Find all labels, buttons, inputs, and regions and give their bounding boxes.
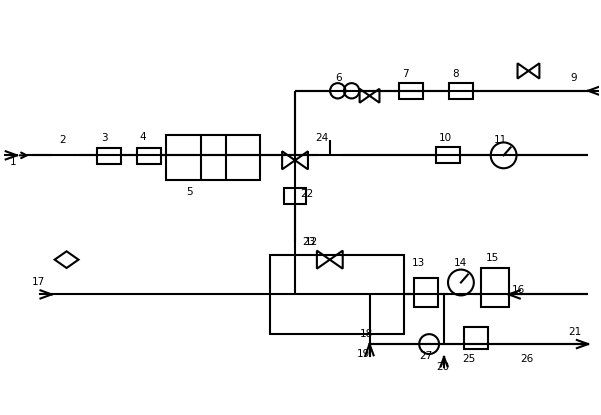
Text: 27: 27 [419, 351, 433, 361]
Text: 7: 7 [402, 69, 409, 79]
Text: 2: 2 [59, 135, 66, 145]
Text: 12: 12 [305, 237, 318, 247]
Text: 6: 6 [335, 73, 341, 83]
Bar [166, 135, 260, 180]
Text: 3: 3 [102, 134, 108, 144]
Text: 25: 25 [462, 354, 475, 364]
Bar [399, 83, 423, 99]
Bar [284, 188, 306, 204]
Text: 13: 13 [412, 258, 426, 268]
Text: 23: 23 [302, 237, 316, 247]
Bar [481, 268, 508, 308]
Bar [137, 149, 161, 164]
Text: 22: 22 [300, 189, 313, 199]
Text: 14: 14 [454, 258, 467, 268]
Text: 15: 15 [486, 253, 499, 263]
Text: 21: 21 [568, 327, 581, 337]
Text: 24: 24 [315, 134, 328, 144]
Bar [449, 83, 473, 99]
Text: 20: 20 [436, 362, 449, 372]
Bar [436, 147, 460, 163]
Text: 9: 9 [570, 73, 577, 83]
Text: 8: 8 [452, 69, 459, 79]
Text: 16: 16 [511, 286, 525, 295]
Bar [414, 278, 438, 308]
Text: 4: 4 [139, 132, 145, 142]
Text: 17: 17 [32, 278, 45, 288]
Text: 19: 19 [356, 349, 370, 359]
Text: 10: 10 [439, 134, 452, 144]
Bar [464, 327, 488, 349]
Bar [97, 149, 121, 164]
Bar [270, 255, 404, 334]
Text: 11: 11 [493, 135, 507, 145]
Text: 18: 18 [359, 329, 373, 339]
Text: 26: 26 [520, 354, 534, 364]
Text: 5: 5 [186, 187, 192, 197]
Text: 1: 1 [10, 157, 17, 167]
